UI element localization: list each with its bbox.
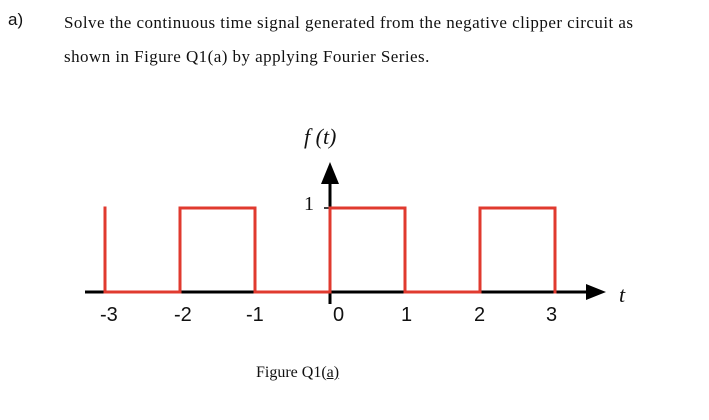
x-tick-label-neg2: -2 — [174, 304, 192, 326]
y-axis-arrowhead — [321, 162, 339, 184]
x-tick-label-neg1: -1 — [246, 304, 264, 326]
x-tick-label-3: 3 — [546, 304, 558, 326]
x-axis-arrowhead — [586, 284, 606, 300]
y-axis-label: f (t) — [304, 124, 337, 149]
question-text-line-1: Solve the continuous time signal generat… — [64, 13, 634, 32]
question-label: a) — [8, 10, 24, 29]
x-tick-label-neg3: -3 — [100, 304, 118, 326]
question-text-line-2: shown in Figure Q1(a) by applying Fourie… — [64, 47, 430, 66]
figure-caption: Figure Q1(a) — [256, 364, 339, 382]
figure-caption-main: Figure Q1( — [256, 364, 327, 381]
signal-waveform — [103, 206, 557, 294]
x-tick-label-1: 1 — [401, 304, 413, 326]
figure-caption-suffix: a) — [326, 364, 340, 381]
plot-axes — [85, 162, 606, 304]
y-tick-label-1: 1 — [304, 193, 314, 215]
x-tick-label-0: 0 — [333, 304, 345, 326]
x-axis-label: t — [619, 282, 626, 307]
x-tick-label-2: 2 — [474, 304, 486, 326]
